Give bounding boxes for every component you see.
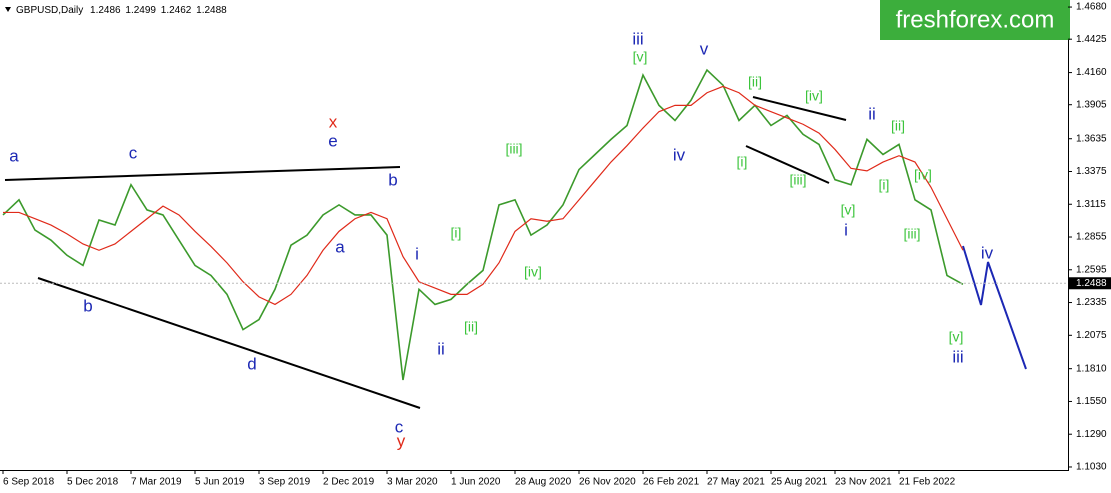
- x-tick-label: 6 Sep 2018: [3, 477, 55, 488]
- wave-label: b: [83, 296, 92, 315]
- wave-label: c: [395, 417, 404, 436]
- logo-box: [880, 0, 1070, 40]
- wave-label: [v]: [949, 329, 964, 345]
- wave-label: iv: [981, 243, 994, 262]
- wave-label: v: [700, 39, 709, 58]
- x-tick-label: 5 Dec 2018: [67, 477, 119, 488]
- x-tick-label: 3 Sep 2019: [259, 477, 311, 488]
- x-tick-label: 27 May 2021: [707, 477, 765, 488]
- y-tick-label: 1.3375: [1076, 166, 1107, 177]
- y-tick-label: 1.1030: [1076, 462, 1107, 473]
- trendline: [37, 277, 421, 409]
- wave-label: x: [329, 112, 338, 131]
- symbol-icon: [5, 7, 11, 12]
- wave-label: [iv]: [914, 167, 932, 183]
- logo: freshforex.com: [896, 6, 1055, 33]
- x-tick-label: 25 Aug 2021: [771, 477, 828, 488]
- current-price-box: [1069, 277, 1111, 290]
- wave-label: [i]: [879, 177, 890, 193]
- y-tick-label: 1.3115: [1076, 199, 1106, 210]
- wave-label: e: [328, 131, 337, 150]
- current-price-label: 1.2488: [1076, 278, 1107, 289]
- wave-label: [v]: [633, 49, 648, 65]
- y-tick-label: 1.1810: [1076, 363, 1107, 374]
- x-tick-label: 7 Mar 2019: [131, 477, 182, 488]
- wave-label: ii: [437, 339, 445, 358]
- y-tick-label: 1.2075: [1076, 330, 1107, 341]
- wave-label: iii: [952, 347, 963, 366]
- price-line: [2, 68, 964, 381]
- y-tick-label: 1.4160: [1076, 67, 1107, 78]
- wave-label: [iii]: [789, 172, 806, 188]
- x-tick-label: 23 Nov 2021: [835, 477, 892, 488]
- wave-label: a: [335, 237, 345, 256]
- price-line: [3, 85, 964, 306]
- wave-label: c: [129, 143, 138, 162]
- wave-label: [iv]: [524, 264, 542, 280]
- header: GBPUSD,Daily 1.2486 1.2499 1.2462 1.2488: [16, 5, 227, 16]
- wave-label: [ii]: [464, 319, 478, 335]
- y-tick-label: 1.2595: [1076, 264, 1107, 275]
- wave-label: [ii]: [891, 118, 905, 134]
- wave-label: i: [415, 244, 419, 263]
- wave-label: b: [388, 170, 397, 189]
- wave-label: [v]: [841, 202, 856, 218]
- high: 1.2499: [125, 5, 156, 16]
- trendline: [752, 96, 847, 121]
- x-tick-label: 3 Mar 2020: [387, 477, 438, 488]
- wave-label: d: [247, 354, 256, 373]
- wave-label: [i]: [737, 154, 748, 170]
- trendline: [4, 166, 401, 181]
- wave-label: [ii]: [748, 74, 762, 90]
- x-tick-label: 2 Dec 2019: [323, 477, 375, 488]
- x-tick-label: 5 Jun 2019: [195, 477, 245, 488]
- y-tick-label: 1.1290: [1076, 429, 1107, 440]
- y-tick-label: 1.2335: [1076, 297, 1107, 308]
- trendline: [745, 145, 830, 184]
- wave-label: y: [397, 431, 406, 450]
- x-tick-label: 1 Jun 2020: [451, 477, 501, 488]
- wave-label: i: [844, 220, 848, 239]
- y-tick-label: 1.1550: [1076, 396, 1107, 407]
- x-tick-label: 26 Nov 2020: [579, 477, 636, 488]
- y-tick-label: 1.4680: [1076, 2, 1107, 13]
- x-tick-label: 21 Feb 2022: [899, 477, 956, 488]
- x-tick-label: 28 Aug 2020: [515, 477, 572, 488]
- y-tick-label: 1.4425: [1076, 34, 1107, 45]
- wave-label: [iv]: [805, 88, 823, 104]
- close: 1.2488: [196, 5, 227, 16]
- wave-label: iii: [632, 29, 643, 48]
- wave-label: ii: [868, 104, 876, 123]
- y-tick-label: 1.2855: [1076, 232, 1107, 243]
- wave-label: iv: [673, 145, 686, 164]
- open: 1.2486: [90, 5, 121, 16]
- wave-label: [i]: [451, 225, 462, 241]
- wave-label: [iii]: [505, 141, 522, 157]
- wave-label: [iii]: [903, 226, 920, 242]
- symbol: GBPUSD,Daily: [16, 5, 83, 16]
- y-tick-label: 1.3905: [1076, 99, 1107, 110]
- wave-label: a: [9, 146, 19, 165]
- low: 1.2462: [161, 5, 192, 16]
- x-tick-label: 26 Feb 2021: [643, 477, 700, 488]
- y-tick-label: 1.3635: [1076, 133, 1107, 144]
